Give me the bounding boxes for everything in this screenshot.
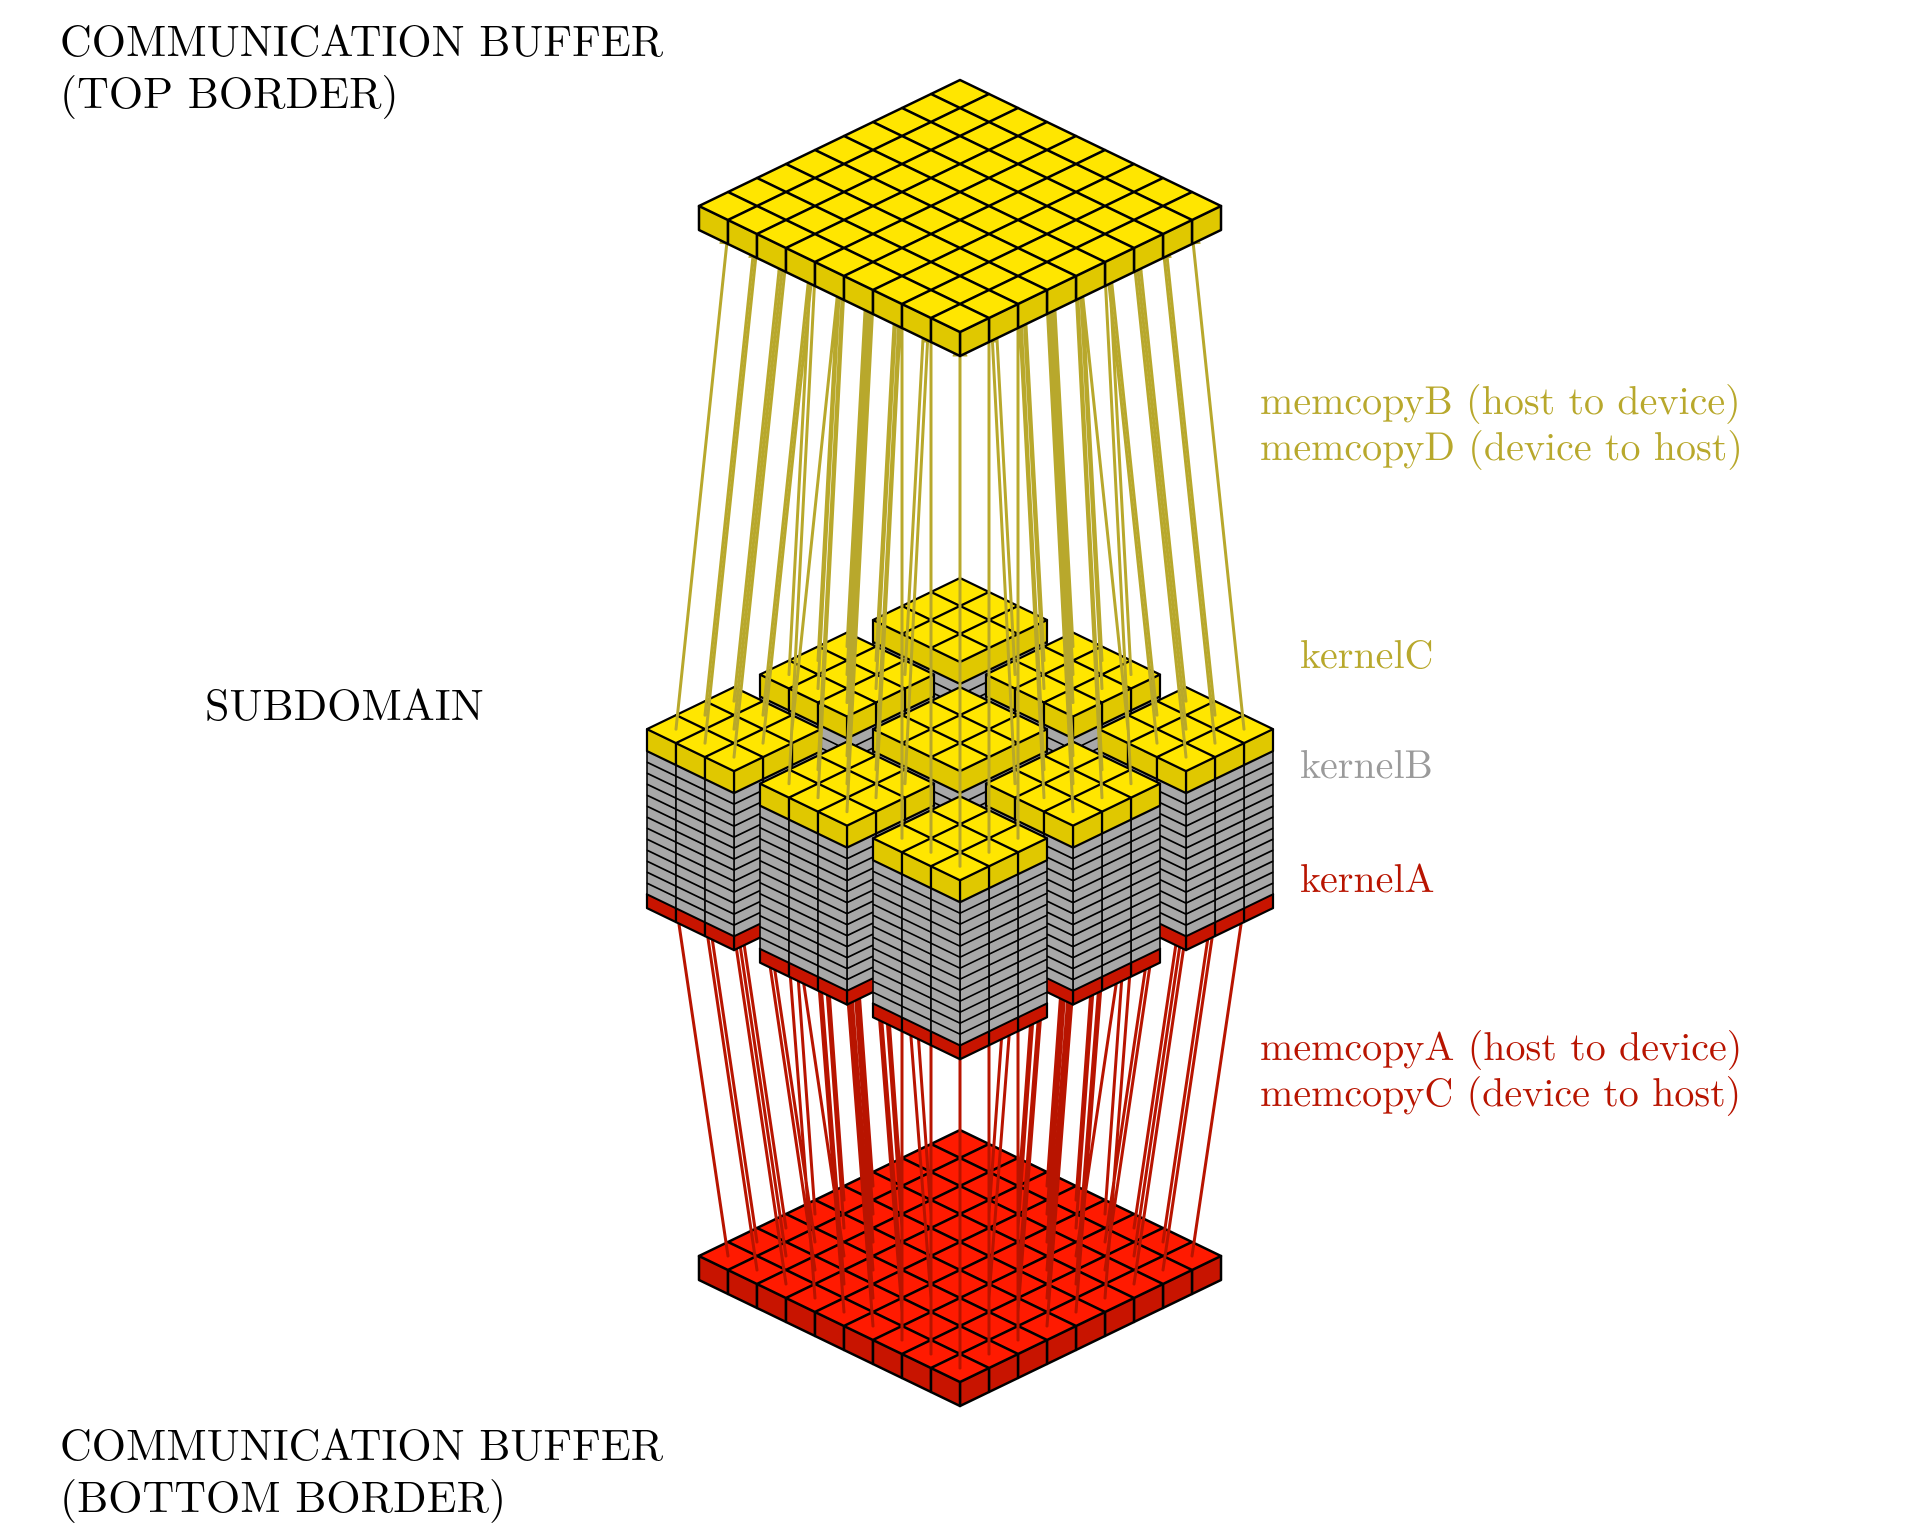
label-subdomain: SUBDOMAIN [205,670,484,733]
label-memcopy-top: memcopyD (device to host) [1260,415,1743,472]
label-bottom-buffer: (BOTTOM BORDER) [60,1462,506,1525]
label-top-buffer: (TOP BORDER) [60,58,399,121]
label-memcopy-bottom: memcopyC (device to host) [1260,1061,1741,1118]
label-kernelC: kernelC [1300,623,1433,680]
label-kernelA: kernelA [1300,847,1435,904]
diagram-svg: COMMUNICATION BUFFER(TOP BORDER)SUBDOMAI… [0,0,1920,1533]
label-kernelB: kernelB [1300,733,1433,790]
